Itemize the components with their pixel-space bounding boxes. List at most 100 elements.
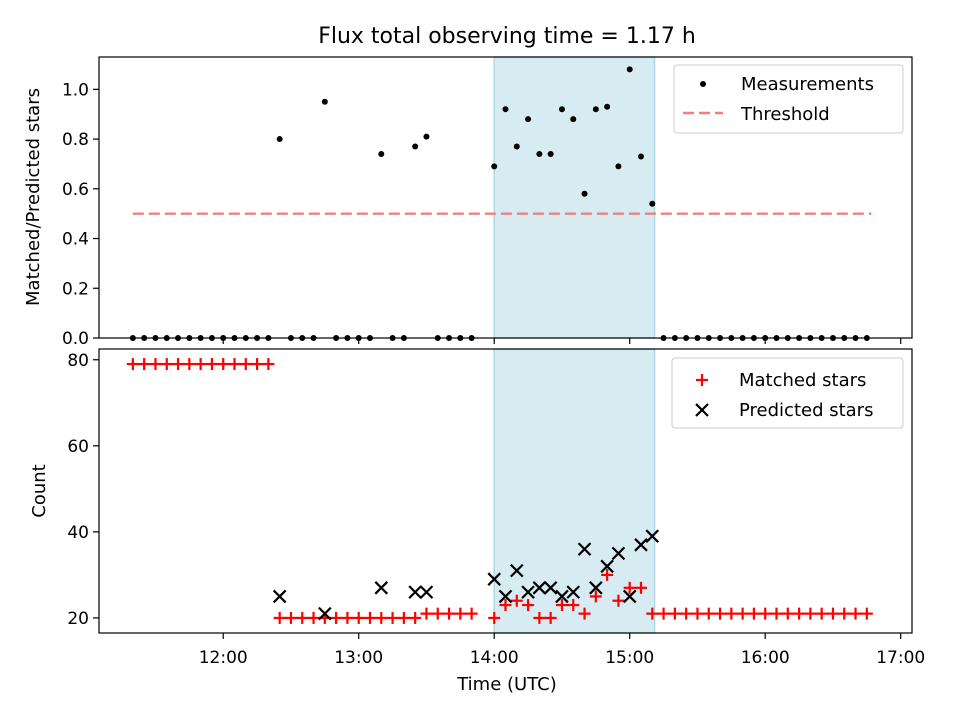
ratio-y-tick-label: 0.0: [62, 329, 89, 349]
measurement-point: [536, 150, 543, 157]
ratio-plot-frame: [98, 56, 913, 339]
measurement-point: [513, 143, 520, 150]
matched-star-point: [668, 607, 681, 620]
matched-star-point: [555, 599, 568, 612]
matched-star-point: [431, 607, 444, 620]
measurement-point: [525, 116, 532, 123]
matched-star-point: [454, 607, 467, 620]
count-y-tick-label: 40: [67, 523, 89, 543]
matched-star-point: [443, 607, 456, 620]
measurement-point: [649, 200, 656, 207]
matched-star-point: [815, 607, 828, 620]
measurement-point: [604, 103, 611, 110]
matched-star-point: [736, 607, 749, 620]
matched-star-point: [635, 581, 647, 594]
matched-star-point: [205, 358, 218, 371]
matched-star-point: [273, 611, 286, 624]
predicted-star-point: [487, 572, 501, 586]
predicted-star-point: [419, 585, 434, 599]
measurement-point: [581, 190, 588, 197]
predicted-star-point: [611, 546, 626, 561]
matched-star-point: [567, 599, 580, 612]
x-tick-label: 17:00: [876, 648, 925, 668]
matched-star-point: [307, 611, 320, 624]
predicted-star-point: [272, 589, 287, 604]
matched-star-point: [262, 358, 275, 371]
matched-star-point: [747, 607, 760, 620]
measurement-point: [570, 116, 577, 123]
matched-star-point: [375, 611, 388, 624]
x-tick-label: 14:00: [470, 648, 519, 668]
legend-matched-marker: [696, 374, 708, 386]
matched-star-point: [770, 607, 783, 620]
count-legend: Matched stars Predicted stars: [671, 357, 904, 429]
measurement-point: [638, 153, 644, 160]
matched-star-point: [725, 607, 738, 620]
matched-star-point: [623, 581, 636, 594]
matched-star-point: [172, 358, 185, 371]
matched-star-point: [138, 358, 151, 371]
matched-star-point: [330, 611, 343, 624]
ratio-legend: Measurements Threshold: [673, 64, 904, 134]
matched-star-point: [228, 358, 241, 371]
matched-star-point: [533, 611, 546, 624]
measurement-point: [321, 98, 328, 105]
count-y-tick-label: 80: [67, 351, 89, 371]
matched-star-point: [251, 358, 264, 371]
legend-threshold-label: Threshold: [740, 104, 830, 125]
predicted-star-point: [577, 542, 592, 556]
matched-star-point: [759, 607, 772, 620]
matched-star-point: [578, 607, 591, 620]
x-tick-label: 16:00: [741, 648, 790, 668]
predicted-star-point: [589, 581, 603, 595]
predicted-star-point: [510, 563, 524, 578]
predicted-star-point: [521, 585, 535, 599]
predicted-star-point: [498, 589, 513, 604]
matched-star-point: [680, 607, 693, 620]
matched-star-point: [488, 611, 501, 624]
matched-star-point: [160, 358, 173, 371]
matched-star-point: [239, 358, 252, 371]
ratio-y-tick-label: 1.0: [62, 80, 89, 100]
ratio-y-tick-label: 0.8: [62, 130, 89, 150]
matched-star-point: [544, 611, 557, 624]
matched-star-point: [341, 611, 354, 624]
predicted-star-point: [318, 606, 332, 621]
predicted-star-point: [532, 581, 547, 595]
count-plot-frame: [98, 348, 913, 634]
ratio-y-axis-label: Matched/Predicted stars: [23, 88, 44, 306]
matched-star-point: [284, 611, 297, 624]
matched-star-point: [781, 607, 794, 620]
ratio-y-tick-label: 0.6: [62, 180, 89, 200]
matched-star-point: [409, 611, 422, 624]
measurement-point: [412, 143, 419, 150]
matched-star-point: [522, 599, 535, 612]
chart-title: Flux total observing time = 1.17 h: [318, 24, 696, 49]
matched-star-point: [646, 607, 659, 620]
predicted-star-point: [408, 585, 422, 599]
matched-star-point: [860, 607, 873, 620]
predicted-star-point: [600, 559, 614, 574]
predicted-star-point: [555, 589, 569, 604]
legend-measurements-label: Measurements: [741, 74, 874, 95]
x-tick-label: 15:00: [605, 648, 654, 668]
count-y-tick-label: 60: [67, 437, 89, 457]
matched-star-point: [352, 611, 365, 624]
measurement-point: [491, 163, 498, 170]
ratio-y-tick-label: 0.4: [62, 230, 89, 250]
count-y-tick-label: 20: [67, 609, 89, 629]
matched-star-point: [364, 611, 376, 624]
matched-star-point: [691, 607, 704, 620]
matched-star-point: [601, 568, 614, 581]
legend-predicted-label: Predicted stars: [739, 400, 873, 421]
matched-star-point: [804, 607, 817, 620]
matched-star-point: [183, 358, 196, 371]
measurement-point: [502, 106, 509, 113]
legend-matched-label: Matched stars: [739, 370, 866, 391]
measurement-point: [558, 106, 565, 113]
matched-star-point: [296, 611, 309, 624]
matched-star-point: [589, 590, 602, 603]
matched-star-point: [826, 607, 839, 620]
